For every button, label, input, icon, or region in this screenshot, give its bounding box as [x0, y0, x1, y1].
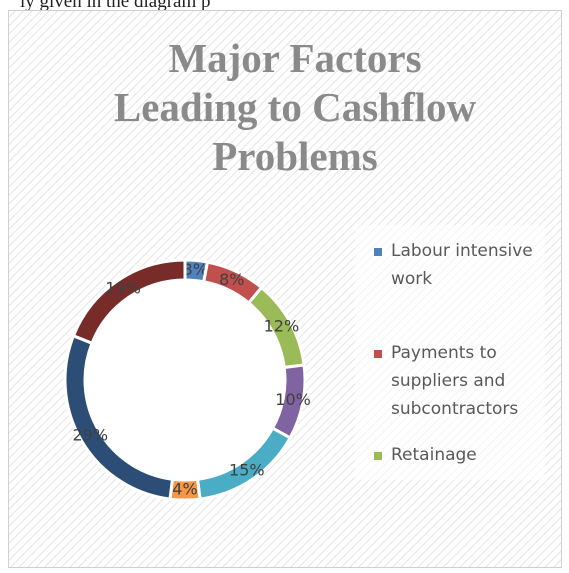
legend: Labour intensive work Payments to supplie… — [355, 225, 545, 480]
data-label: 4% — [172, 480, 197, 499]
data-label: 3% — [183, 260, 208, 279]
legend-entry: Retainage — [371, 441, 541, 469]
legend-entry: Labour intensive work — [371, 237, 541, 293]
data-label: 19% — [105, 279, 141, 298]
data-label: 29% — [73, 425, 109, 444]
donut-hole — [85, 280, 285, 480]
data-label: 12% — [264, 317, 300, 336]
data-label: 8% — [219, 270, 244, 289]
donut-segment — [71, 258, 187, 346]
legend-label: Payments to suppliers and subcontractors — [391, 343, 519, 419]
legend-swatch — [374, 452, 382, 460]
chart-title: Major Factors Leading to Cashflow Proble… — [113, 35, 477, 179]
data-label: 10% — [275, 390, 311, 409]
legend-entry: Payments to suppliers and subcontractors — [371, 339, 541, 423]
legend-label: Retainage — [391, 445, 477, 465]
legend-swatch — [374, 350, 382, 358]
data-label: 15% — [229, 460, 265, 479]
legend-label: Labour intensive work — [391, 241, 533, 289]
chart-frame — [8, 10, 562, 568]
cut-caption: ly given in the diagram p — [20, 0, 211, 12]
legend-swatch — [374, 248, 382, 256]
